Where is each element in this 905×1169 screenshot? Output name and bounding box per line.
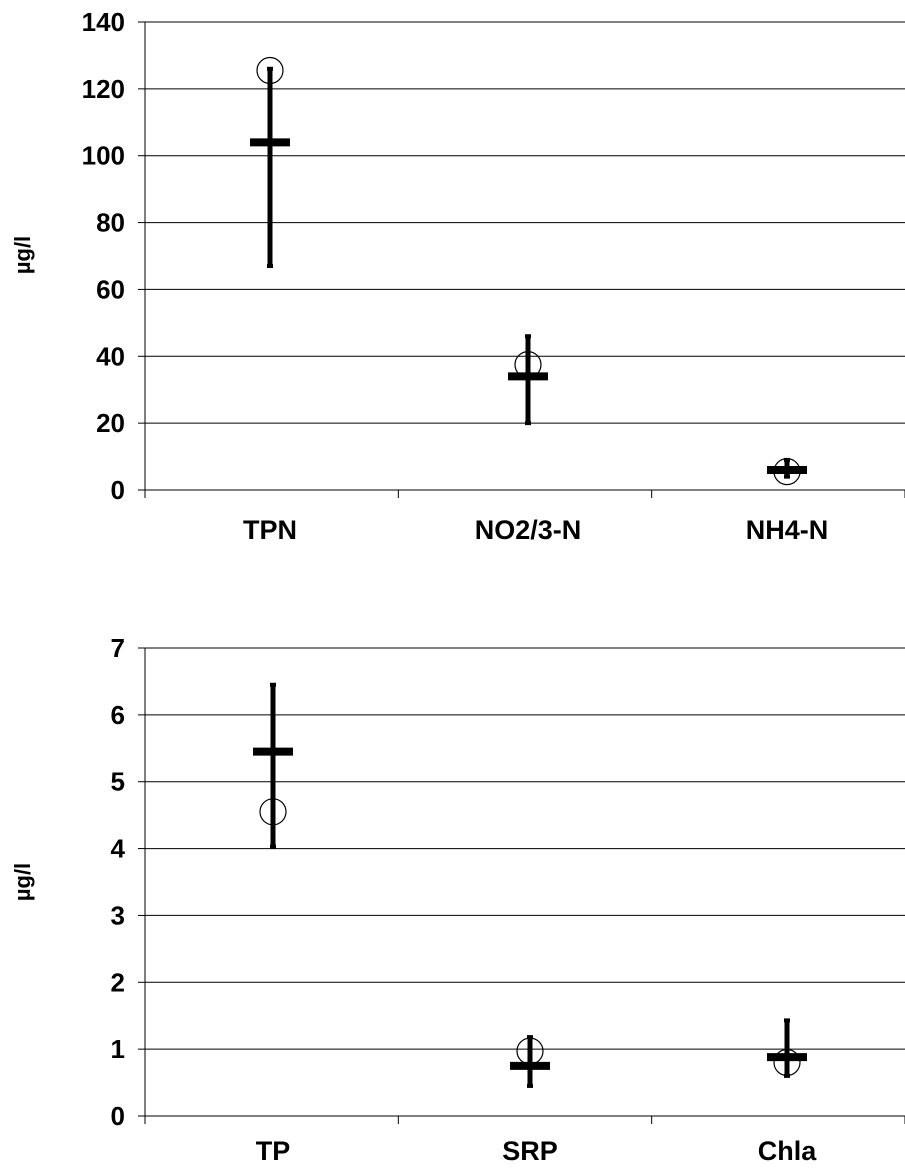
y-tick-label: 0	[111, 1101, 125, 1131]
data-point	[514, 351, 542, 379]
chart-phosphorus: µg/l 0 1 2 3 4 5 6 7 TP SRP Chla	[10, 633, 905, 1166]
y-tick-label: 1	[111, 1034, 125, 1064]
data-point	[259, 798, 287, 826]
x-category-label: TP	[256, 1136, 291, 1166]
y-tick-label: 100	[82, 141, 125, 171]
x-category-label: TPN	[243, 515, 297, 545]
y-tick-label: 6	[111, 700, 125, 730]
y-tick-label: 0	[111, 475, 125, 505]
y-tick-label: 3	[111, 900, 125, 930]
y-tick-label: 80	[96, 208, 125, 238]
data-point	[773, 458, 801, 486]
y-tick-label: 40	[96, 341, 125, 371]
x-category-label: NH4-N	[746, 515, 829, 545]
y-tick-label: 7	[111, 633, 125, 663]
x-category-label: SRP	[502, 1136, 558, 1166]
data-point	[516, 1037, 544, 1065]
y-tick-label: 4	[111, 834, 126, 864]
y-tick-label: 5	[111, 767, 125, 797]
chart-nitrogen: µg/l 0 20 40 60 80 100 120 140 TPN NO2/3-N NH4-N	[10, 7, 905, 545]
y-tick-label: 140	[82, 7, 125, 37]
y-axis-title: µg/l	[10, 236, 35, 274]
y-axis-title: µg/l	[10, 863, 35, 901]
y-tick-label: 120	[82, 74, 125, 104]
data-point	[256, 56, 284, 85]
y-tick-label: 20	[96, 408, 125, 438]
x-category-label: NO2/3-N	[475, 515, 582, 545]
y-tick-label: 60	[96, 274, 125, 304]
x-category-label: Chla	[758, 1136, 817, 1166]
data-point	[773, 1048, 801, 1077]
y-tick-label: 2	[111, 967, 125, 997]
